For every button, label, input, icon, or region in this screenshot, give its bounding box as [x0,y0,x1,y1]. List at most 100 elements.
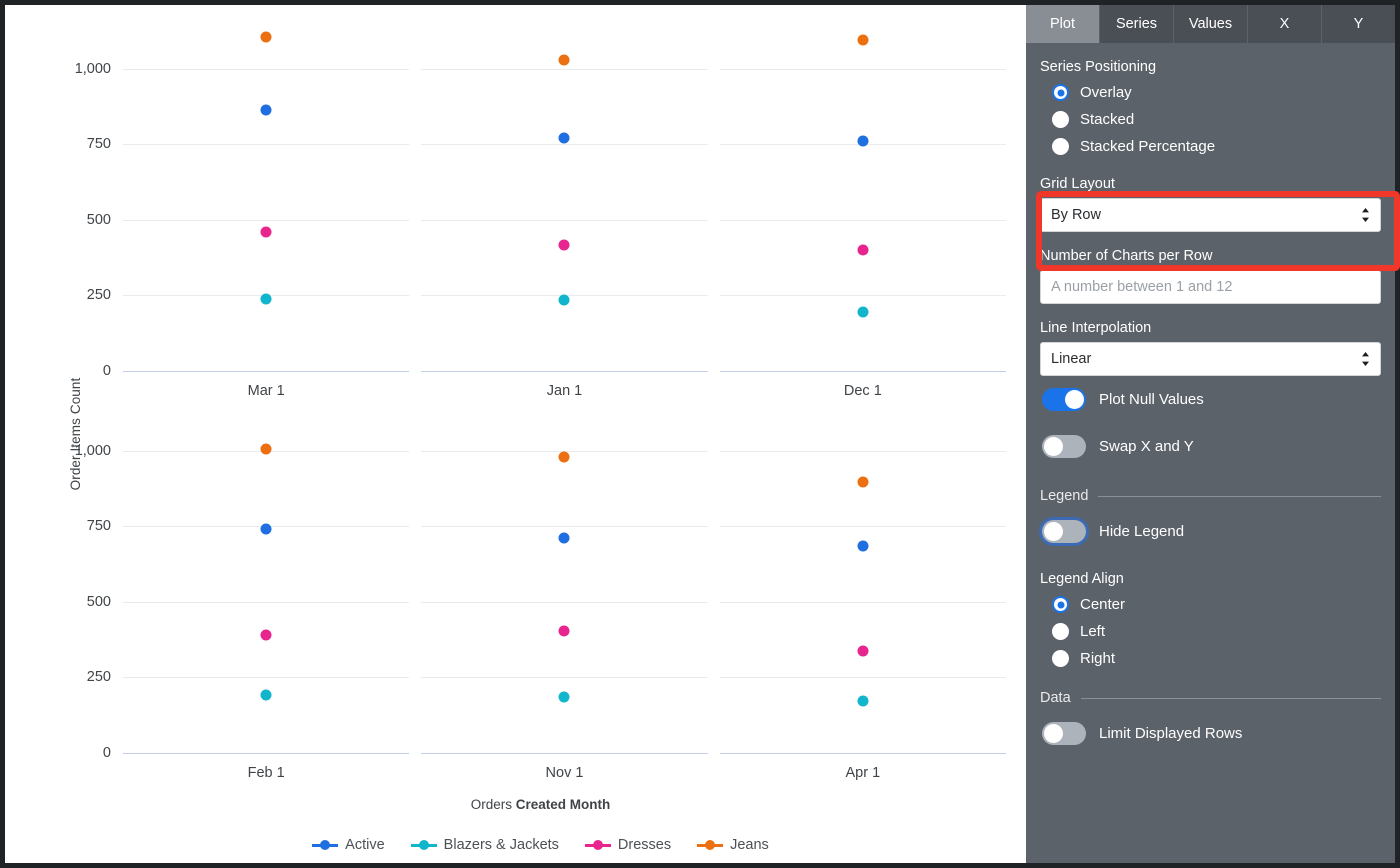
chart-panels-top: Mar 1 Jan 1 Dec 1 [117,13,1012,399]
x-tick-label: Apr 1 [845,765,881,781]
legend-label: Dresses [617,837,672,853]
gridline [719,219,1006,221]
radio-unchecked-icon[interactable] [1052,650,1069,667]
toggle-off-icon[interactable] [1042,722,1086,745]
data-point[interactable] [857,695,869,707]
axis-line-zero [719,753,1006,754]
legend-item[interactable]: Dresses [584,837,672,853]
data-point[interactable] [857,306,869,318]
tab-plot[interactable]: Plot [1026,5,1100,43]
chart-panel: Feb 1 [117,395,415,781]
data-point[interactable] [260,226,272,238]
gridline [123,677,410,679]
toggle-off-icon[interactable] [1042,520,1086,543]
x-tick-label: Mar 1 [247,383,285,399]
data-point[interactable] [260,293,272,305]
data-point[interactable] [260,523,272,535]
axis-line-zero [421,753,708,754]
gridline [719,450,1006,452]
data-point[interactable] [260,31,272,43]
data-point[interactable] [558,132,570,144]
data-point[interactable] [558,532,570,544]
radio-unchecked-icon[interactable] [1052,623,1069,640]
toggle-swap-x-and-y[interactable]: Swap X and Y [1040,423,1381,470]
charts-per-row-input[interactable]: A number between 1 and 12 [1040,270,1381,304]
data-point[interactable] [558,451,570,463]
toggle-limit-displayed-rows[interactable]: Limit Displayed Rows [1040,710,1381,757]
legend-item[interactable]: Blazers & Jackets [410,837,559,853]
plot-area: Apr 1 [719,395,1006,781]
x-axis-title: Orders Created Month [65,797,1016,812]
legend-label: Blazers & Jackets [443,837,559,853]
line-interpolation-select[interactable]: Linear [1040,342,1381,376]
legend-item[interactable]: Active [312,837,385,853]
plot-area: Mar 1 [123,13,410,399]
data-point[interactable] [857,244,869,256]
legend-divider [1098,495,1381,497]
radio-legend-align-center[interactable]: Center [1040,591,1381,618]
x-tick-label: Nov 1 [545,765,584,781]
data-point[interactable] [857,135,869,147]
y-tick-label: 750 [86,136,111,153]
y-tick-label: 1,000 [74,442,111,459]
toggle-hide-legend[interactable]: Hide Legend [1040,508,1381,555]
x-tick-label: Feb 1 [247,765,285,781]
radio-legend-align-right[interactable]: Right [1040,645,1381,672]
gridline [421,68,708,70]
data-point[interactable] [558,54,570,66]
radio-label: Right [1080,650,1116,667]
gridline [123,144,410,146]
y-axis-ticks-top: 1,000 750 500 250 0 [49,13,111,393]
radio-series-positioning-stacked-percentage[interactable]: Stacked Percentage [1040,133,1381,160]
radio-unchecked-icon[interactable] [1052,111,1069,128]
data-point[interactable] [558,691,570,703]
radio-label: Stacked Percentage [1080,138,1216,155]
radio-checked-icon[interactable] [1052,596,1069,613]
radio-checked-icon[interactable] [1052,84,1069,101]
data-point[interactable] [857,476,869,488]
data-point[interactable] [558,294,570,306]
data-point[interactable] [558,239,570,251]
toggle-plot-null-values[interactable]: Plot Null Values [1040,376,1381,423]
charts-per-row-placeholder: A number between 1 and 12 [1051,279,1233,295]
settings-sidebar: Plot Series Values X Y Series Positioning Ov… [1026,5,1395,863]
gridline [719,526,1006,528]
legend-marker-icon [697,840,724,850]
data-point[interactable] [558,625,570,637]
toggle-on-icon[interactable] [1042,388,1086,411]
data-point[interactable] [260,104,272,116]
data-point[interactable] [260,443,272,455]
chart-panel: Nov 1 [415,395,713,781]
charts-per-row-title: Number of Charts per Row [1040,248,1213,264]
legend-item[interactable]: Jeans [697,837,769,853]
toggle-off-icon[interactable] [1042,435,1086,458]
data-section-header: Data [1040,672,1381,710]
tab-series[interactable]: Series [1100,5,1174,43]
tab-values[interactable]: Values [1174,5,1248,43]
chart-panel: Mar 1 [117,13,415,399]
tab-y[interactable]: Y [1353,16,1364,32]
chart-row-top: 1,000 750 500 250 0 Mar 1 Jan 1 Dec 1 [49,13,1012,399]
data-point[interactable] [857,645,869,657]
tab-x[interactable]: X [1248,5,1322,43]
gridline [123,68,410,70]
legend-align-title: Legend Align [1040,571,1124,587]
data-point[interactable] [857,540,869,552]
radio-legend-align-left[interactable]: Left [1040,618,1381,645]
plot-settings-panel: Series Positioning Overlay Stacked Stacked… [1026,43,1395,863]
data-point[interactable] [260,629,272,641]
data-point[interactable] [260,689,272,701]
toggle-label: Plot Null Values [1099,391,1204,408]
grid-layout-select[interactable]: By Row [1040,198,1381,232]
radio-unchecked-icon[interactable] [1052,138,1069,155]
plot-toggle-list: Plot Null Values Swap X and Y [1040,376,1381,470]
radio-series-positioning-overlay[interactable]: Overlay [1040,79,1381,106]
gridline [719,68,1006,70]
data-point[interactable] [857,34,869,46]
radio-label: Stacked [1080,111,1135,128]
limit-rows-toggle-holder: Limit Displayed Rows [1040,710,1381,757]
radio-series-positioning-stacked[interactable]: Stacked [1040,106,1381,133]
gridline [421,601,708,603]
